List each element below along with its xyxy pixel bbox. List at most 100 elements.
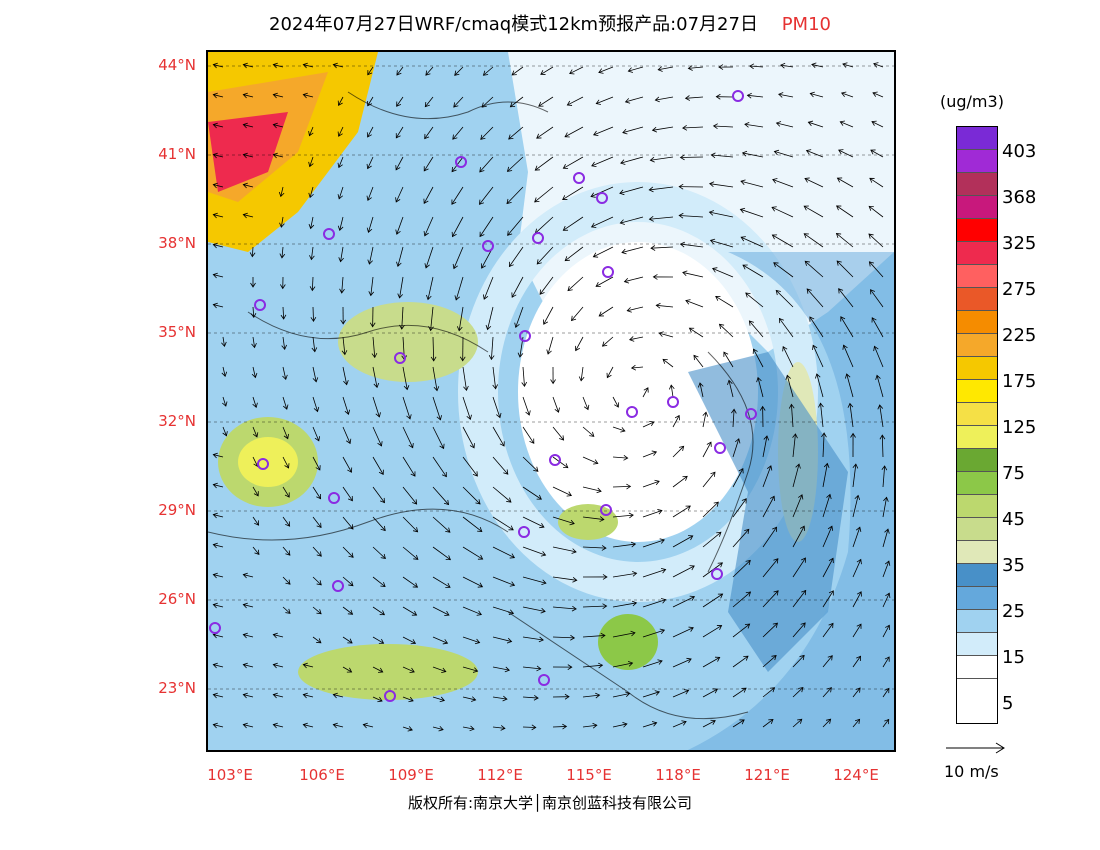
wind-arrow-head [627, 67, 634, 73]
wind-arrow [427, 276, 434, 300]
wind-arrow [749, 320, 764, 338]
wind-arrow-head [442, 639, 449, 645]
wind-arrow [702, 501, 719, 518]
wind-arrow-head [873, 62, 879, 68]
wind-arrow [454, 66, 464, 76]
wind-arrow-head [347, 638, 353, 644]
wind-arrow [462, 396, 471, 420]
wind-arrow-head [399, 324, 405, 330]
wind-arrow-head [272, 632, 278, 639]
wind-arrow [612, 693, 630, 698]
wind-arrow-head [571, 315, 577, 322]
wind-arrow-head [785, 374, 791, 380]
wind-arrow [492, 426, 505, 447]
wind-arrow [425, 66, 434, 76]
wind-arrow-head [745, 591, 752, 597]
wind-arrow [685, 300, 704, 308]
wind-arrow-head [685, 505, 691, 511]
legend-label: 325 [1002, 233, 1037, 254]
lat-label-35: 35°N [158, 323, 196, 341]
wind-arrow [762, 622, 778, 638]
wind-arrow [749, 65, 764, 68]
color-legend-bar [956, 126, 998, 724]
wind-arrow [432, 576, 451, 588]
legend-swatch [957, 334, 997, 357]
reference-vector-icon [946, 742, 1005, 754]
wind-arrow-head [212, 692, 218, 699]
wind-arrow [612, 396, 619, 408]
wind-arrow-head [284, 492, 290, 498]
wind-arrow-head [792, 433, 798, 439]
wind-arrow [869, 178, 884, 188]
wind-arrow-head [242, 662, 248, 669]
wind-arrow-head [567, 664, 573, 670]
wind-arrow [282, 306, 285, 319]
wind-arrow [571, 306, 584, 321]
wind-arrow [822, 590, 834, 608]
wind-arrow-head [649, 420, 655, 427]
wind-arrow [451, 156, 464, 172]
wind-arrow-head [506, 497, 512, 503]
wind-arrow-head [622, 721, 628, 728]
wind-arrow [642, 510, 663, 518]
wind-arrow-head [678, 212, 684, 219]
wind-arrow-head [740, 179, 746, 185]
wind-arrow-head [463, 385, 469, 392]
wind-arrow-head [788, 403, 795, 409]
wind-arrow [432, 516, 451, 533]
wind-arrow [492, 546, 515, 558]
wind-arrow-head [396, 261, 402, 267]
wind-arrow [612, 456, 628, 459]
wind-arrow-head [539, 289, 545, 295]
wind-arrow [620, 216, 644, 224]
wind-arrow [852, 464, 857, 488]
wind-arrow [881, 435, 884, 458]
wind-arrow [432, 636, 448, 644]
wind-arrow-head [369, 322, 376, 328]
wind-arrow-head [884, 528, 890, 534]
wind-arrow [650, 156, 674, 161]
wind-arrow [582, 664, 603, 668]
wind-arrow-head [272, 662, 278, 669]
wind-arrow-head [348, 581, 354, 587]
wind-arrow-head [433, 386, 440, 392]
wind-arrow-head [469, 725, 475, 732]
lon-label-118: 118°E [655, 766, 701, 784]
wind-arrow [333, 694, 344, 698]
wind-arrow [702, 531, 722, 548]
wind-arrow-head [715, 295, 721, 301]
wind-arrow [282, 396, 288, 410]
wind-arrow [732, 591, 751, 608]
lat-label-23: 23°N [158, 679, 196, 697]
wind-arrow [582, 516, 604, 520]
wind-arrow-head [379, 610, 386, 616]
legend-swatch [957, 587, 997, 610]
wind-arrow-head [600, 632, 606, 639]
wind-arrow [732, 498, 747, 518]
wind-arrow [462, 576, 483, 588]
wind-arrow [672, 476, 688, 488]
wind-arrow-head [430, 356, 437, 362]
wind-arrow-head [411, 610, 418, 616]
wind-arrow [342, 366, 348, 385]
wind-arrow-head [697, 382, 704, 388]
wind-arrow [642, 599, 666, 608]
wind-arrow-head [567, 285, 573, 292]
wind-arrow-head [716, 531, 722, 537]
wind-arrow [522, 516, 545, 528]
wind-arrow [715, 296, 734, 308]
wind-arrow-head [338, 257, 344, 263]
wind-arrow-head [854, 718, 861, 725]
wind-arrow [372, 666, 383, 673]
wind-arrow-head [686, 657, 692, 664]
legend-swatch [957, 449, 997, 472]
wind-arrow [742, 152, 764, 158]
wind-arrow [762, 496, 775, 518]
wind-arrow-head [773, 149, 780, 156]
wind-arrow [564, 246, 584, 261]
wind-arrow-head [562, 195, 568, 200]
wind-arrow [772, 179, 794, 188]
wind-arrow-head [879, 434, 886, 440]
wind-arrow [425, 246, 434, 268]
wind-arrow-head [509, 553, 516, 559]
